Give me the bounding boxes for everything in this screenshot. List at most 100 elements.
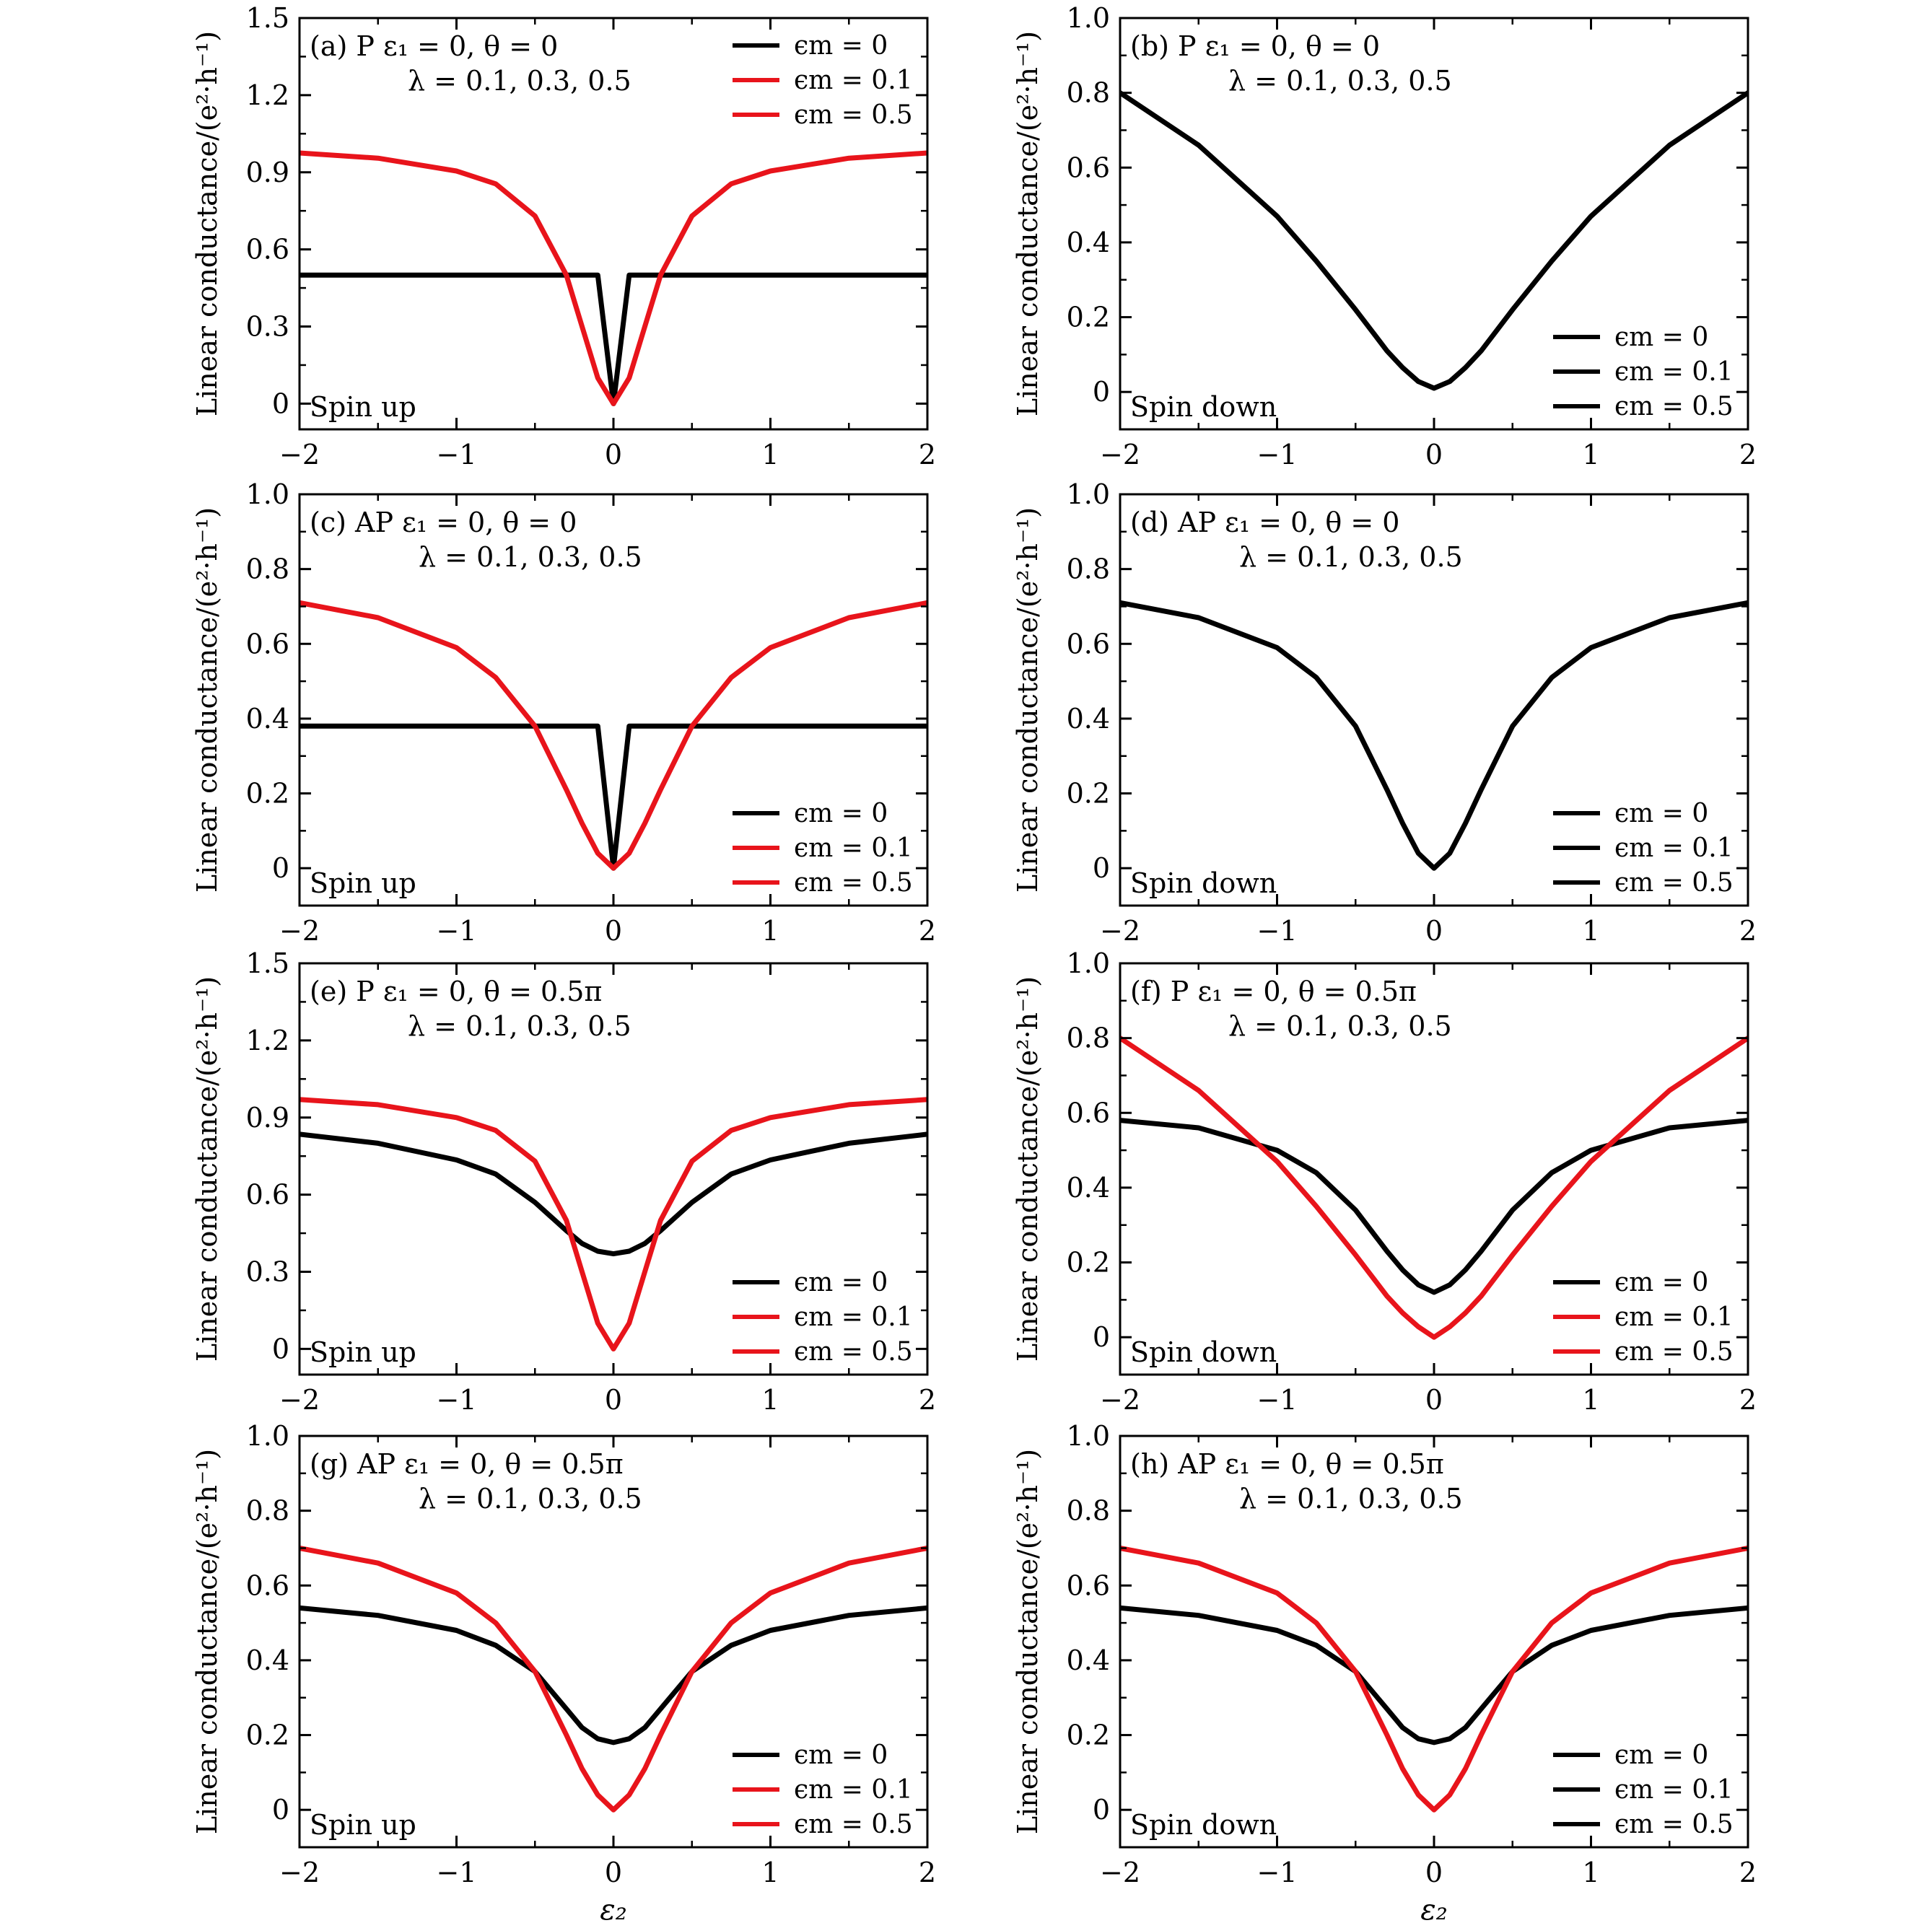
- panel-annotation-line1: (b) P ε₁ = 0, θ = 0: [1130, 30, 1380, 62]
- panel-annotation-line2: λ = 0.1, 0.3, 0.5: [1239, 541, 1463, 573]
- x-tick-label: −1: [436, 1857, 476, 1888]
- panel-annotation-line2: λ = 0.1, 0.3, 0.5: [1228, 1010, 1452, 1042]
- series-line-0: [1120, 90, 1748, 391]
- y-tick-label: 1.0: [1067, 478, 1110, 510]
- y-tick-label: 0: [272, 852, 289, 884]
- legend-label: ϵm = 0: [1614, 799, 1708, 828]
- series-group: [300, 1546, 927, 1813]
- y-tick-label: 1.0: [246, 1420, 289, 1452]
- y-tick-label: 0.8: [1067, 553, 1110, 585]
- x-tick-label: 1: [1582, 1857, 1599, 1888]
- panel-d: −2 −1 0 1 2 0 0.2 0.4 0.6 0.8 1.0 Linear conductanc…: [1012, 478, 1757, 947]
- x-tick-label: −2: [1100, 1857, 1140, 1888]
- panel-e: −2 −1 0 1 2 0 0.3 0.6 0.9 1.2 1.5 Linear conductanc…: [191, 947, 936, 1416]
- y-tick-label: 0.6: [246, 1569, 289, 1601]
- series-line-1: [300, 1546, 927, 1813]
- x-tick-label: 1: [1582, 915, 1599, 947]
- y-tick-label: 0.6: [1067, 1569, 1110, 1601]
- x-tick-label: −1: [436, 1384, 476, 1416]
- spin-label: Spin up: [310, 867, 416, 899]
- x-tick-label: 2: [919, 439, 936, 470]
- x-tick-label: 1: [761, 915, 779, 947]
- panel-annotation-line2: λ = 0.1, 0.3, 0.5: [419, 1483, 642, 1515]
- panel-c: −2 −1 0 1 2 0 0.2 0.4 0.6 0.8 1.0 Linear conductanc…: [191, 478, 936, 947]
- legend-label: ϵm = 0.5: [1614, 392, 1734, 421]
- y-tick-label: 0.8: [1067, 1495, 1110, 1527]
- y-tick-label: 0: [1093, 1321, 1110, 1353]
- legend-label: ϵm = 0.1: [794, 1775, 913, 1805]
- spin-label: Spin down: [1130, 1336, 1277, 1368]
- y-tick-label: 0: [1093, 1794, 1110, 1826]
- x-tick-label: −1: [436, 439, 476, 470]
- spin-label: Spin down: [1130, 867, 1277, 899]
- legend-label: ϵm = 0: [794, 1268, 888, 1297]
- y-tick-label: 0: [272, 387, 289, 419]
- series-line-0: [300, 1131, 927, 1257]
- series-group: [1120, 1035, 1748, 1340]
- y-axis-label: Linear conductance/(e²·h⁻¹): [191, 31, 223, 416]
- x-tick-label: 1: [1582, 439, 1599, 470]
- y-tick-label: 0.8: [1067, 77, 1110, 109]
- x-tick-label: −2: [279, 439, 320, 470]
- legend-label: ϵm = 0.5: [794, 100, 913, 130]
- y-tick-label: 0.4: [1067, 703, 1110, 735]
- series-group: [1120, 1546, 1748, 1813]
- series-line-0: [1120, 1118, 1748, 1295]
- legend-label: ϵm = 0: [1614, 323, 1708, 352]
- y-axis-label: Linear conductance/(e²·h⁻¹): [191, 507, 223, 893]
- legend-label: ϵm = 0.5: [794, 868, 913, 898]
- legend-label: ϵm = 0.1: [1614, 833, 1734, 863]
- y-axis-label: Linear conductance/(e²·h⁻¹): [1012, 1449, 1044, 1834]
- y-tick-label: 0.6: [1067, 152, 1110, 183]
- y-tick-label: 0.2: [1067, 302, 1110, 333]
- y-tick-label: 1.0: [1067, 2, 1110, 34]
- legend-label: ϵm = 0.5: [794, 1337, 913, 1367]
- spin-label: Spin down: [1130, 391, 1277, 423]
- y-tick-label: 0: [1093, 852, 1110, 884]
- y-tick-label: 0.6: [1067, 628, 1110, 660]
- x-tick-label: −2: [1100, 439, 1140, 470]
- x-tick-label: −1: [1256, 1857, 1297, 1888]
- y-tick-label: 0.2: [1067, 1720, 1110, 1751]
- y-axis-label: Linear conductance/(e²·h⁻¹): [1012, 31, 1044, 416]
- y-tick-label: 0.6: [246, 234, 289, 266]
- legend-label: ϵm = 0.1: [794, 66, 913, 95]
- series-line-1: [300, 1097, 927, 1352]
- spin-label: Spin up: [310, 391, 416, 423]
- y-tick-label: 0: [1093, 376, 1110, 408]
- y-tick-label: 0: [272, 1794, 289, 1826]
- series-group: [1120, 600, 1748, 871]
- y-tick-label: 0.8: [1067, 1022, 1110, 1054]
- panel-annotation-line1: (d) AP ε₁ = 0, θ = 0: [1130, 507, 1399, 538]
- panel-annotation-line1: (c) AP ε₁ = 0, θ = 0: [310, 507, 577, 538]
- panel-b: −2 −1 0 1 2 0 0.2 0.4 0.6 0.8 1.0 Linear conductanc…: [1012, 2, 1757, 470]
- y-tick-label: 0.9: [246, 157, 289, 188]
- x-tick-label: 0: [605, 439, 622, 470]
- x-tick-label: 2: [1739, 1857, 1757, 1888]
- x-tick-label: 1: [761, 1857, 779, 1888]
- legend-label: ϵm = 0.5: [1614, 868, 1734, 898]
- series-line-0: [1120, 1605, 1748, 1745]
- y-tick-label: 0.8: [246, 553, 289, 585]
- y-tick-label: 0.4: [1067, 1172, 1110, 1204]
- y-tick-label: 0.2: [246, 778, 289, 810]
- x-tick-label: 0: [1425, 1857, 1443, 1888]
- panel-annotation-line1: (h) AP ε₁ = 0, θ = 0.5π: [1130, 1448, 1444, 1480]
- series-line-0: [300, 1605, 927, 1745]
- y-tick-label: 1.2: [246, 79, 289, 111]
- panel-annotation-line2: λ = 0.1, 0.3, 0.5: [1239, 1483, 1463, 1515]
- x-tick-label: 2: [1739, 915, 1757, 947]
- x-tick-label: −1: [1256, 915, 1297, 947]
- x-tick-label: 0: [605, 1384, 622, 1416]
- legend-label: ϵm = 0: [1614, 1268, 1708, 1297]
- panel-g: −2 −1 0 1 2 0 0.2 0.4 0.6 0.8 1.0 Linear conductanc…: [191, 1420, 936, 1923]
- y-tick-label: 0.2: [1067, 778, 1110, 810]
- series-group: [300, 600, 927, 871]
- y-tick-label: 1.0: [1067, 947, 1110, 979]
- y-tick-label: 0.4: [246, 703, 289, 735]
- legend-label: ϵm = 0: [794, 799, 888, 828]
- legend-label: ϵm = 0: [794, 1740, 888, 1770]
- x-tick-label: 0: [605, 1857, 622, 1888]
- legend-label: ϵm = 0.1: [1614, 1775, 1734, 1805]
- x-tick-label: 2: [1739, 439, 1757, 470]
